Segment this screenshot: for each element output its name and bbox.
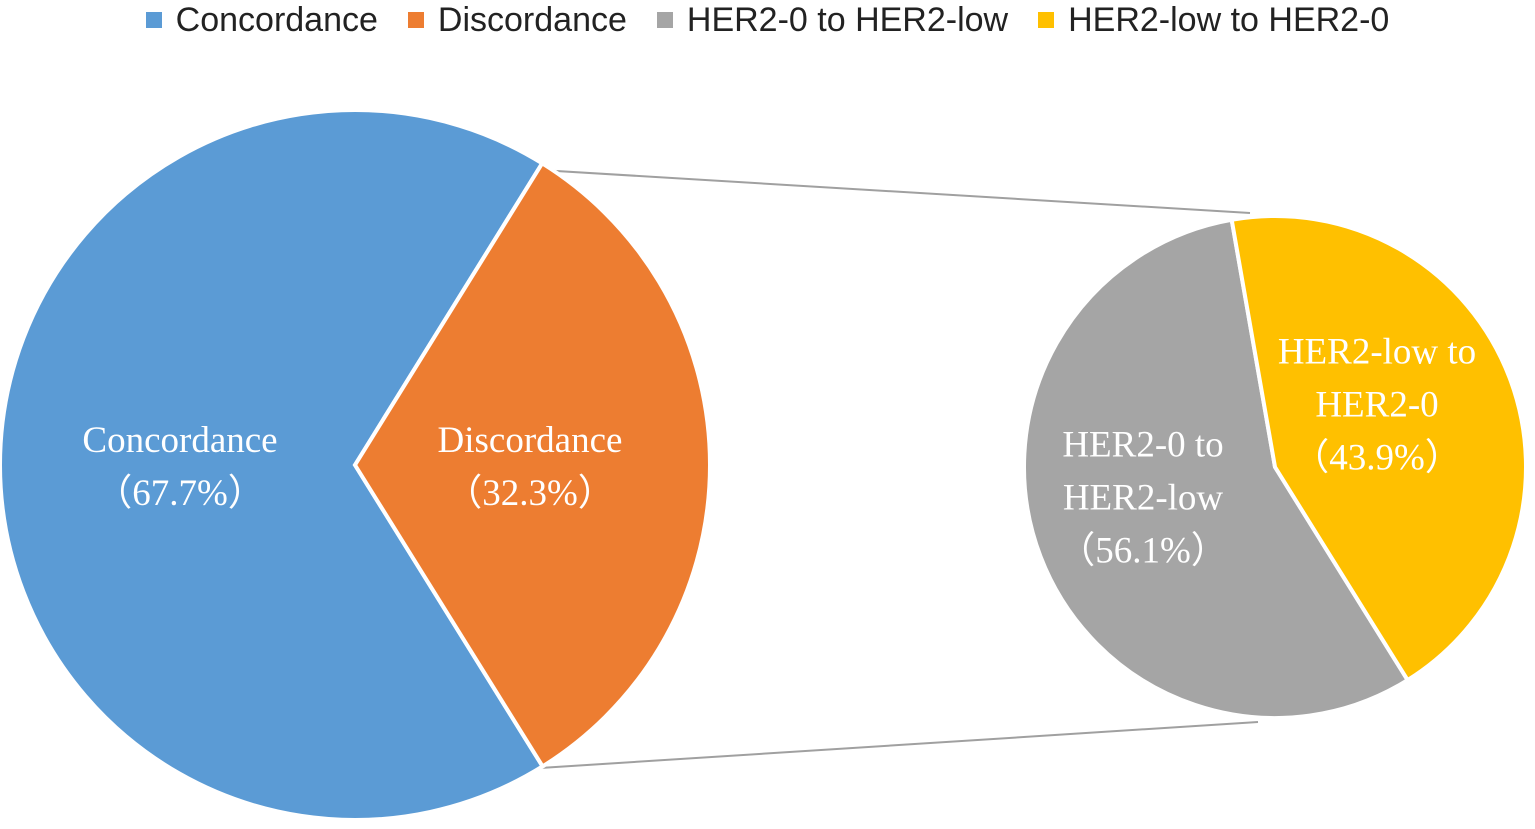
- slice-label: HER2-0 to HER2-low （56.1%）: [1036, 419, 1251, 578]
- slice-category: HER2-0 to HER2-low: [1062, 424, 1224, 519]
- slice-value: （56.1%）: [1058, 530, 1228, 572]
- legend-label: HER2-low to HER2-0: [1068, 0, 1390, 39]
- legend-swatch: [656, 12, 673, 28]
- pie-slice: [1022, 217, 1411, 720]
- legend-item: HER2-low to HER2-0: [1038, 1, 1389, 40]
- legend-label: Concordance: [175, 0, 378, 39]
- legend-item: Concordance: [145, 0, 378, 40]
- legend-label: Discordance: [437, 0, 627, 39]
- slice-label: HER2-low to HER2-0 （43.9%）: [1270, 326, 1485, 485]
- legend-item: HER2-0 to HER2-low: [656, 0, 1009, 40]
- legend-label: HER2-0 to HER2-low: [686, 0, 1009, 39]
- slice-value: （32.3%）: [445, 473, 615, 514]
- legend-swatch: [407, 12, 424, 28]
- slice-category: Discordance: [437, 420, 623, 461]
- legend-swatch: [1038, 12, 1055, 28]
- pie-slice: [352, 160, 713, 770]
- slice-label: Concordance （67.7%）: [20, 414, 340, 520]
- slice-value: （43.9%）: [1292, 437, 1462, 479]
- legend-item: Discordance: [407, 0, 627, 40]
- legend-swatch: [145, 12, 162, 28]
- slice-category: Concordance: [82, 420, 278, 461]
- pie-slice: [0, 108, 546, 822]
- connector-line: [539, 169, 1251, 214]
- pie-slice: [1229, 214, 1528, 683]
- slice-label: Discordance （32.3%）: [370, 414, 690, 520]
- slice-category: HER2-low to HER2-0: [1277, 331, 1477, 426]
- connector-line: [539, 721, 1259, 769]
- slice-value: （67.7%）: [95, 473, 265, 514]
- legend: Concordance Discordance HER2-0 to HER2-low…: [0, 0, 1535, 40]
